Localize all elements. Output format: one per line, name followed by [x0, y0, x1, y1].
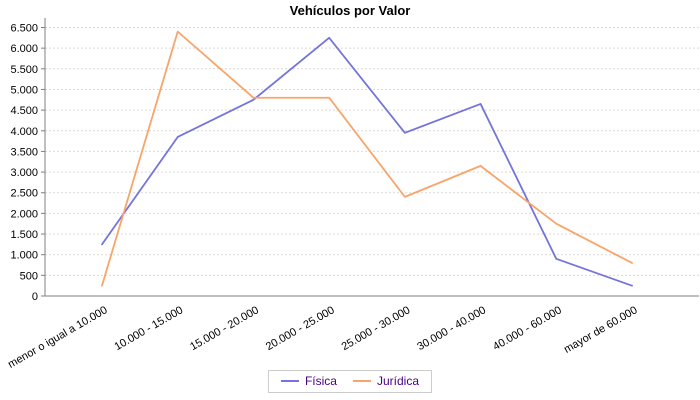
x-category-label: 20.000 - 25.000: [264, 304, 337, 353]
x-category-label: 10.000 - 15.000: [112, 304, 185, 353]
y-tick-label: 4.500: [10, 105, 38, 117]
x-category-label: 25.000 - 30.000: [340, 304, 413, 353]
x-category-label: 30.000 - 40.000: [415, 304, 488, 353]
y-tick-label: 3.500: [10, 146, 38, 158]
y-tick-label: 5.000: [10, 84, 38, 96]
legend: Física Jurídica: [267, 370, 433, 393]
y-tick-label: 0: [32, 291, 38, 303]
legend-label-juridica: Jurídica: [376, 374, 420, 388]
x-category-label: 15.000 - 20.000: [188, 304, 261, 353]
x-category-label: 40.000 - 60.000: [491, 304, 564, 353]
y-tick-label: 6.000: [10, 43, 38, 55]
series-line-jurídica: [101, 30, 633, 287]
y-tick-label: 3.000: [10, 167, 38, 179]
y-tick-label: 1.000: [10, 250, 38, 262]
series-line-física: [101, 36, 633, 287]
x-category-label: mayor de 60.000: [562, 304, 640, 356]
legend-item-fisica: Física: [280, 374, 337, 388]
juridica-line-swatch-icon: [352, 380, 371, 382]
fisica-line-swatch-icon: [280, 380, 299, 382]
legend-label-fisica: Física: [304, 374, 337, 388]
x-category-label: menor o igual a 10.000: [6, 304, 109, 371]
y-tick-label: 500: [20, 270, 38, 282]
chart-title: Vehículos por Valor: [289, 3, 411, 18]
y-tick-label: 2.000: [10, 208, 38, 220]
y-tick-label: 4.000: [10, 126, 38, 138]
y-tick-label: 2.500: [10, 188, 38, 200]
y-tick-label: 6.500: [10, 23, 38, 35]
y-tick-label: 1.500: [10, 229, 38, 241]
legend-item-juridica: Jurídica: [352, 374, 420, 388]
y-tick-label: 5.500: [10, 64, 38, 76]
